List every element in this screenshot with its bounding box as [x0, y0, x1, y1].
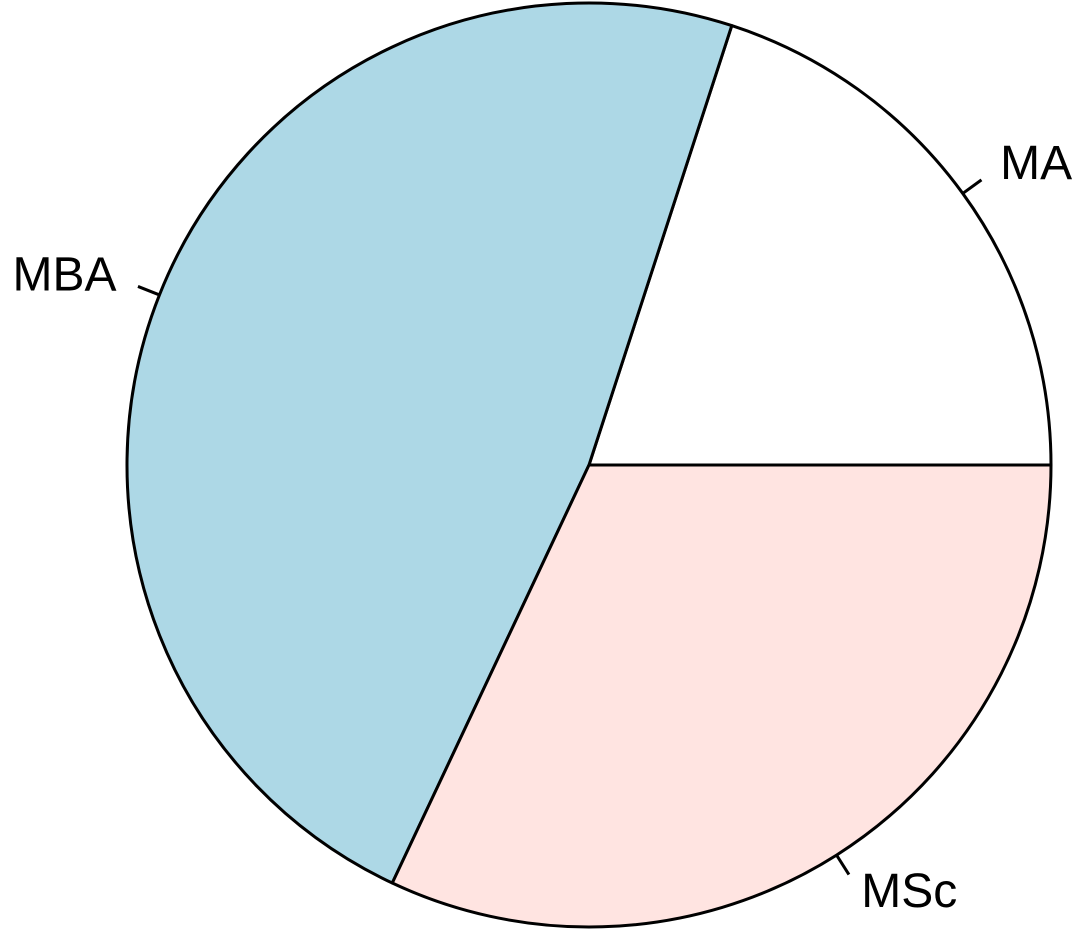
pie-slice-mba	[125, 1, 734, 885]
pie-slice-ma	[587, 24, 1053, 467]
pie-slices	[125, 1, 1053, 929]
pie-label-ticks	[137, 178, 983, 876]
pie-label-mba: MBA	[12, 249, 116, 302]
pie-label-ma: MA	[1000, 137, 1072, 190]
pie-labels: MA MBA MSc	[12, 137, 1072, 918]
pie-slice-msc	[390, 463, 1053, 929]
pie-tick-ma	[961, 178, 983, 195]
pie-tick-msc	[835, 854, 851, 876]
pie-tick-mba	[137, 285, 160, 297]
pie-label-msc: MSc	[861, 865, 957, 918]
